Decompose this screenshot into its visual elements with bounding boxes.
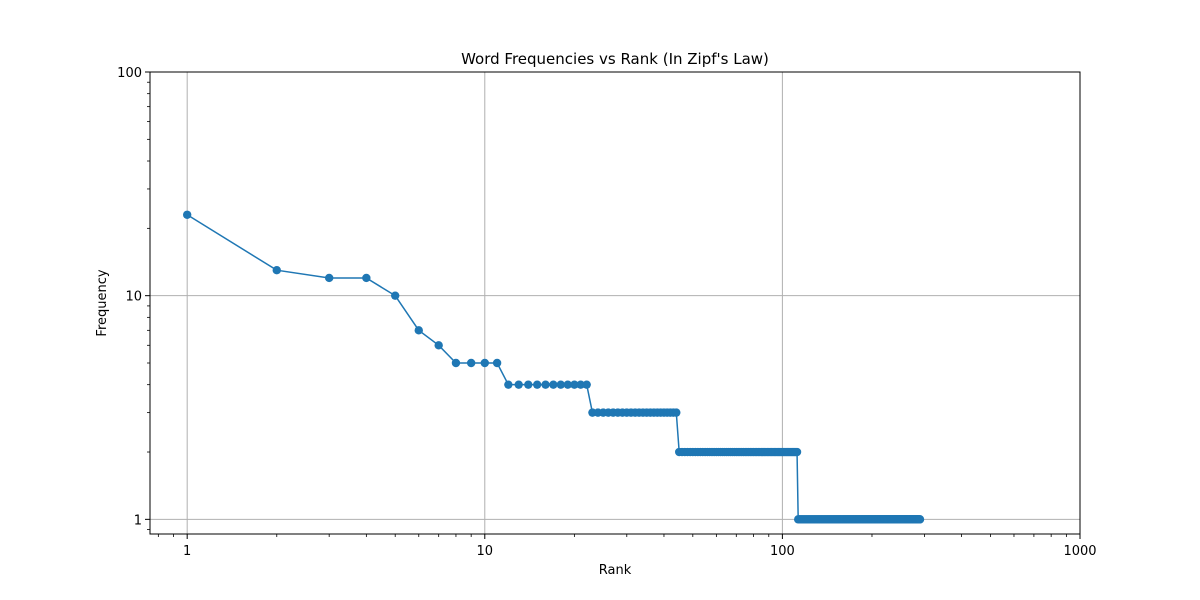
data-point [915, 515, 925, 524]
y-tick-label: 10 [125, 290, 142, 305]
data-point [324, 273, 334, 283]
data-point [272, 265, 281, 275]
data-point [451, 358, 461, 368]
data-point [434, 341, 443, 350]
data-point [391, 291, 400, 300]
plot-area: 1 10 100 1000 1 10 100 [117, 66, 1096, 559]
data-point [549, 380, 558, 389]
data-point [480, 358, 489, 368]
x-tick-label: 10 [477, 544, 494, 559]
x-tick-label: 1 [183, 544, 191, 559]
data-point [514, 380, 523, 389]
y-tick-label: 100 [117, 66, 142, 81]
x-tick-label: 1000 [1063, 544, 1096, 559]
x-axis-label: Rank [599, 563, 632, 578]
data-point [524, 380, 533, 389]
data-point [792, 447, 802, 457]
data-point [466, 358, 476, 368]
y-tick-label: 1 [134, 513, 142, 528]
data-point [582, 380, 591, 389]
y-axis-label: Frequency [95, 269, 110, 336]
data-point [362, 273, 371, 283]
x-tick-label: 100 [770, 544, 795, 559]
data-point [414, 326, 423, 335]
axes-frame [149, 71, 1081, 535]
data-point [541, 380, 550, 389]
data-point [504, 380, 513, 389]
data-point [570, 380, 579, 389]
data-point [182, 210, 192, 219]
data-point [556, 380, 565, 389]
data-point [576, 380, 585, 389]
data-point [492, 358, 502, 368]
data-point [672, 408, 681, 417]
chart-title: Word Frequencies vs Rank (In Zipf's Law) [461, 50, 769, 68]
data-point [563, 380, 572, 389]
data-point [532, 380, 542, 389]
